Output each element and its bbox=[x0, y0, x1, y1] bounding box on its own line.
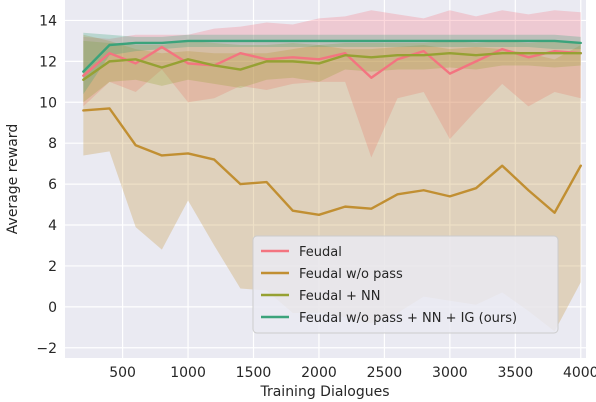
x-axis-label: Training Dialogues bbox=[259, 384, 389, 400]
y-tick-label: 8 bbox=[48, 136, 57, 152]
series-line-4 bbox=[82, 39, 582, 73]
series-line-1 bbox=[82, 45, 582, 79]
series-line-2 bbox=[82, 107, 582, 217]
legend-label: Feudal + NN bbox=[299, 289, 380, 304]
legend: Feudal Feudal w/o pass Feudal + NN Feudal w… bbox=[252, 235, 559, 334]
series-band-1 bbox=[83, 10, 581, 158]
legend-label: Feudal bbox=[299, 245, 342, 260]
x-tick-label: 2000 bbox=[301, 365, 337, 381]
x-tick-label: 2500 bbox=[367, 365, 403, 381]
y-tick-label: 12 bbox=[39, 54, 57, 70]
x-tick-label: 500 bbox=[109, 365, 136, 381]
series-line-3 bbox=[82, 51, 582, 81]
y-tick-label: 14 bbox=[39, 13, 57, 29]
x-tick-labels: 500 1000 1500 2000 2500 3000 3500 4000 bbox=[109, 365, 596, 381]
y-tick-label: 6 bbox=[48, 177, 57, 193]
x-tick-label: 1500 bbox=[236, 365, 272, 381]
y-tick-label: 2 bbox=[48, 259, 57, 275]
y-tick-labels: −2 0 2 4 6 8 10 12 14 bbox=[36, 13, 57, 356]
x-tick-label: 4000 bbox=[563, 365, 596, 381]
y-tick-label: 10 bbox=[39, 95, 57, 111]
y-tick-label: 0 bbox=[48, 300, 57, 316]
x-tick-label: 1000 bbox=[170, 365, 206, 381]
x-tick-label: 3500 bbox=[497, 365, 533, 381]
y-axis-label: Average reward bbox=[5, 124, 21, 234]
y-tick-label: −2 bbox=[36, 341, 57, 357]
y-tick-label: 4 bbox=[48, 218, 57, 234]
legend-box bbox=[252, 235, 559, 334]
legend-label: Feudal w/o pass + NN + IG (ours) bbox=[299, 311, 517, 326]
x-tick-label: 3000 bbox=[432, 365, 468, 381]
series-lines bbox=[82, 39, 582, 217]
series-band-3 bbox=[83, 40, 581, 103]
legend-label: Feudal w/o pass bbox=[299, 267, 403, 282]
series-band-4 bbox=[83, 32, 581, 95]
